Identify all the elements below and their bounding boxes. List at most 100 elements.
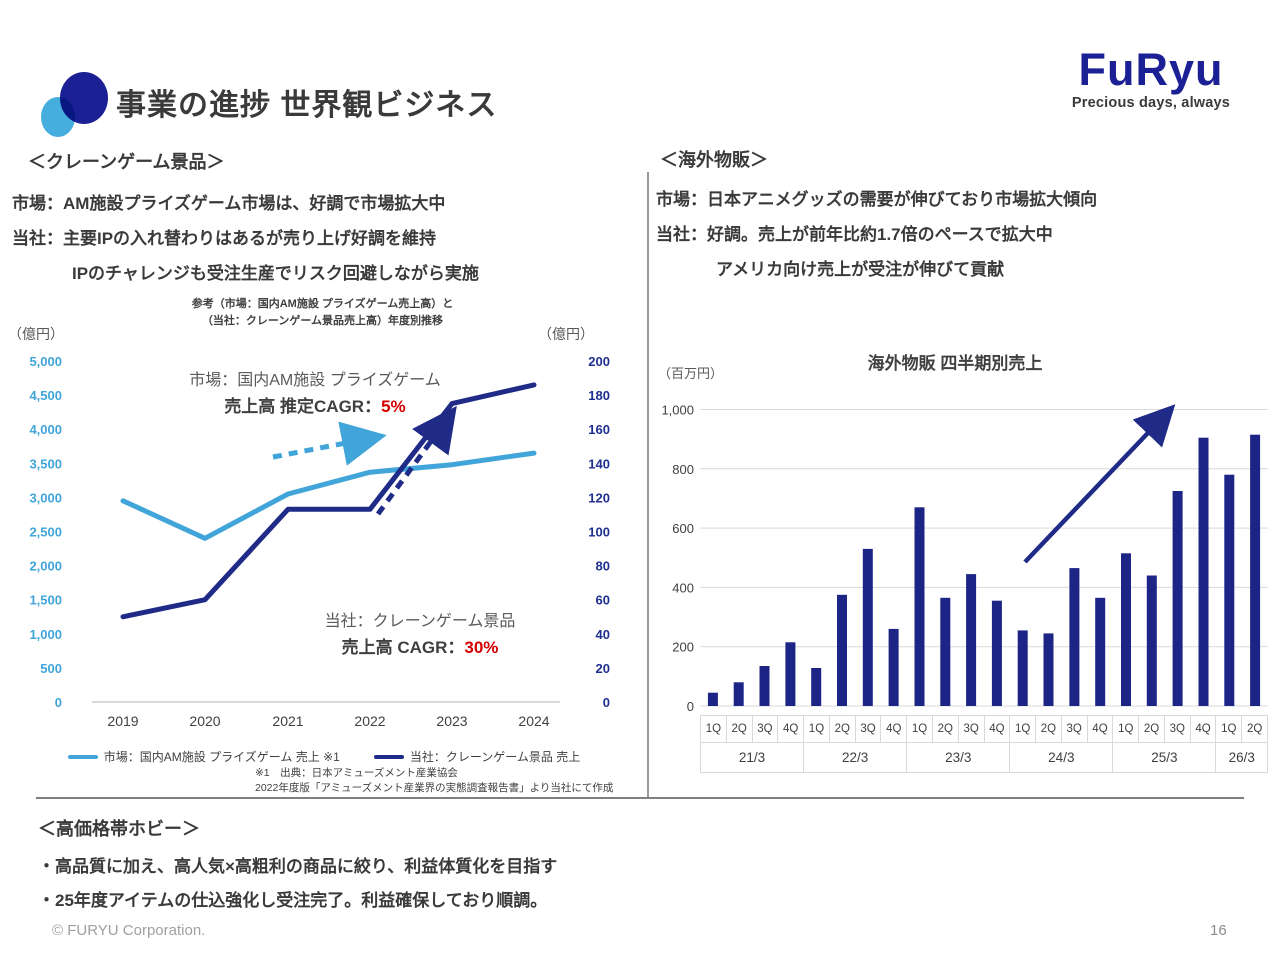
fiscal-year-label: 22/3 — [804, 743, 908, 773]
svg-text:2,500: 2,500 — [29, 525, 62, 540]
svg-text:1,000: 1,000 — [661, 403, 694, 418]
quarter-label: 1Q — [1113, 715, 1140, 743]
svg-text:600: 600 — [672, 521, 694, 536]
svg-text:2021: 2021 — [272, 713, 303, 729]
svg-text:3,500: 3,500 — [29, 456, 62, 471]
left-axis-unit-label: （億円） — [8, 326, 64, 342]
svg-text:1,500: 1,500 — [29, 593, 62, 608]
crane-company-line2: IPのチャレンジも受注生産でリスク回避しながら実施 — [72, 264, 479, 283]
line-chart-title-line1: 参考（市場：国内AM施設 プライズゲーム売上高）と — [191, 298, 454, 310]
svg-text:5,000: 5,000 — [29, 354, 62, 369]
company-cagr-annotation: 当社：クレーンゲーム景品 売上高 CAGR：30% — [324, 613, 516, 657]
hobby-bullet-2: ・25年度アイテムの仕込強化し受注完了。利益確保しており順調。 — [38, 891, 548, 910]
svg-text:2022: 2022 — [354, 713, 385, 729]
right-axis-unit-label: （億円） — [538, 326, 594, 342]
quarter-label: 2Q — [726, 715, 753, 743]
svg-text:0: 0 — [687, 699, 694, 714]
page-number: 16 — [1210, 922, 1227, 939]
quarter-label: 3Q — [855, 715, 882, 743]
fiscal-year-label: 24/3 — [1010, 743, 1114, 773]
svg-text:200: 200 — [588, 354, 610, 369]
quarter-label: 2Q — [1242, 715, 1268, 743]
page-title: 事業の進捗 世界観ビジネス — [116, 89, 498, 122]
svg-text:120: 120 — [588, 490, 610, 505]
horizontal-divider — [36, 797, 1244, 799]
svg-text:200: 200 — [672, 640, 694, 655]
svg-text:3,000: 3,000 — [29, 490, 62, 505]
svg-text:180: 180 — [588, 388, 610, 403]
quarter-label: 4Q — [1087, 715, 1114, 743]
quarter-label: 3Q — [1061, 715, 1088, 743]
svg-text:140: 140 — [588, 456, 610, 471]
furyu-logo-tagline: Precious days, always — [1071, 95, 1231, 112]
svg-text:4,000: 4,000 — [29, 422, 62, 437]
fiscal-year-label: 23/3 — [907, 743, 1011, 773]
line-chart-title: 参考（市場：国内AM施設 プライズゲーム売上高）と （当社：クレーンゲーム景品売… — [100, 296, 545, 330]
quarter-label: 3Q — [1164, 715, 1191, 743]
logo-mark-lightblue-circle — [41, 97, 75, 137]
svg-text:80: 80 — [596, 559, 610, 574]
svg-text:500: 500 — [40, 661, 62, 676]
bar-chart-x-axis: 1Q 2Q 3Q 4Q 1Q 2Q 3Q 4Q 1Q 2Q 3Q 4Q 1Q 2Q 3Q 4Q 1Q 2Q 3Q 4Q… — [700, 715, 1268, 773]
svg-text:0: 0 — [55, 695, 62, 710]
svg-text:2020: 2020 — [189, 713, 220, 729]
quarter-label: 1Q — [1216, 715, 1243, 743]
svg-text:400: 400 — [672, 580, 694, 595]
furyu-logo-text: FuRyu — [1078, 44, 1224, 95]
bar-chart-unit-label: （百万円） — [658, 366, 724, 381]
quarter-label: 4Q — [1190, 715, 1217, 743]
crane-company-line: 当社：主要IPの入れ替わりはあるが売り上げ好調を維持 — [12, 229, 437, 248]
source-footnote: ※1 出典：日本アミューズメント産業協会 2022年度版「アミューズメント産業界… — [255, 767, 614, 794]
line-chart-legend: 市場：国内AM施設 プライズゲーム 売上 ※1 当社：クレーンゲーム景品 売上 — [0, 748, 648, 765]
hobby-section-heading: ＜高価格帯ホビー＞ — [38, 819, 200, 839]
svg-text:160: 160 — [588, 422, 610, 437]
bar-chart-title: 海外物販 四半期別売上 — [867, 354, 1043, 373]
svg-text:2023: 2023 — [436, 713, 467, 729]
quarter-label: 2Q — [829, 715, 856, 743]
svg-text:800: 800 — [672, 462, 694, 477]
quarter-label: 3Q — [958, 715, 985, 743]
hobby-bullet-1: ・高品質に加え、高人気×高粗利の商品に絞り、利益体質化を目指す — [38, 857, 558, 876]
crane-section-heading: ＜クレーンゲーム景品＞ — [28, 152, 225, 172]
overseas-company-line: 当社：好調。売上が前年比約1.7倍のペースで拡大中 — [656, 225, 1053, 244]
fiscal-year-label: 25/3 — [1113, 743, 1217, 773]
fiscal-year-label: 21/3 — [701, 743, 805, 773]
furyu-logo: FuRyu Precious days, always — [1062, 44, 1240, 112]
quarter-label: 1Q — [804, 715, 830, 743]
company-cagr-value: 30% — [464, 638, 499, 657]
quarter-label: 1Q — [1010, 715, 1037, 743]
overseas-market-line: 市場：日本アニメグッズの需要が伸びており市場拡大傾向 — [656, 190, 1098, 209]
quarter-label: 1Q — [701, 715, 727, 743]
svg-text:2024: 2024 — [518, 713, 549, 729]
svg-text:20: 20 — [596, 661, 610, 676]
quarter-label: 4Q — [881, 715, 908, 743]
overseas-company-line2: アメリカ向け売上が受注が伸びて貢献 — [716, 260, 1005, 279]
quarter-label: 2Q — [1036, 715, 1062, 743]
quarter-label: 2Q — [1139, 715, 1165, 743]
overseas-section-heading: ＜海外物販＞ — [660, 150, 768, 170]
market-cagr-annotation: 市場：国内AM施設 プライズゲーム 売上高 推定CAGR：5% — [189, 372, 441, 416]
market-cagr-value: 5% — [381, 397, 406, 416]
quarter-label: 1Q — [907, 715, 933, 743]
year-label-row: 21/3 22/3 23/3 24/3 25/3 26/3 — [700, 743, 1268, 773]
quarter-label-row: 1Q 2Q 3Q 4Q 1Q 2Q 3Q 4Q 1Q 2Q 3Q 4Q 1Q 2Q 3Q 4Q 1Q 2Q 3Q 4Q… — [700, 715, 1268, 743]
legend-item-company: 当社：クレーンゲーム景品 売上 — [373, 748, 580, 765]
line-chart-title-line2: （当社：クレーンゲーム景品売上高）年度別推移 — [201, 315, 444, 328]
svg-text:2019: 2019 — [107, 713, 138, 729]
quarter-label: 4Q — [778, 715, 805, 743]
fiscal-year-label: 26/3 — [1216, 743, 1268, 773]
crane-market-line: 市場：AM施設プライズゲーム市場は、好調で市場拡大中 — [12, 194, 446, 213]
svg-text:0: 0 — [603, 695, 610, 710]
company-line-swatch — [373, 754, 404, 759]
svg-text:100: 100 — [588, 525, 610, 540]
svg-text:40: 40 — [596, 627, 610, 642]
overseas-quarterly-bar-chart: 1,000 800 600 400 200 0 — [661, 403, 1268, 714]
legend-item-market: 市場：国内AM施設 プライズゲーム 売上 ※1 — [67, 748, 340, 765]
quarter-label: 3Q — [752, 715, 779, 743]
market-line-swatch — [67, 754, 98, 759]
quarter-label: 2Q — [932, 715, 959, 743]
svg-text:1,000: 1,000 — [29, 627, 62, 642]
svg-text:2,000: 2,000 — [29, 559, 62, 574]
svg-text:60: 60 — [596, 593, 610, 608]
